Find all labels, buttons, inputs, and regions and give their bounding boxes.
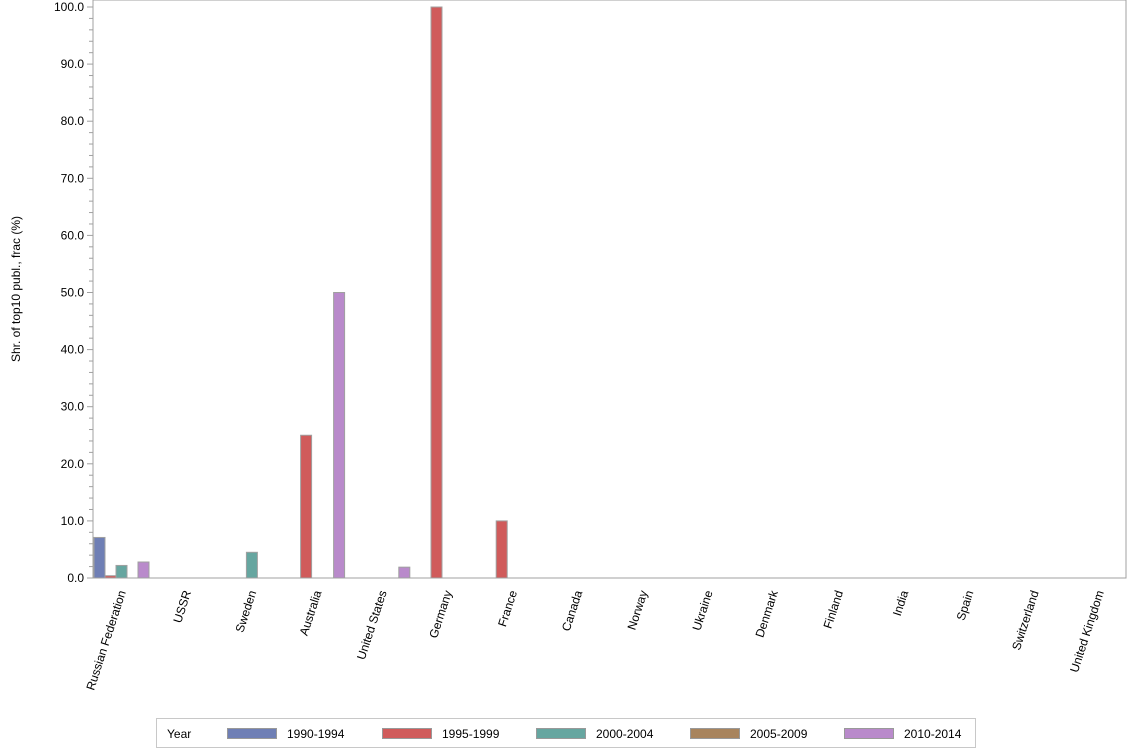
legend-title: Year bbox=[167, 727, 192, 741]
legend-swatch bbox=[690, 728, 740, 739]
bar bbox=[115, 564, 128, 579]
bars bbox=[93, 6, 508, 579]
bar bbox=[245, 551, 258, 579]
y-tick-label: 80.0 bbox=[61, 114, 85, 128]
x-axis-labels: Russian Federation USSR Sweden Australia Uni… bbox=[83, 588, 1106, 692]
x-tick-label: United States bbox=[354, 589, 390, 662]
y-tick-label: 50.0 bbox=[61, 286, 85, 300]
y-tick-label: 60.0 bbox=[61, 228, 85, 242]
x-tick-label: Ukraine bbox=[690, 588, 716, 632]
y-tick-label: 0.0 bbox=[67, 571, 84, 585]
legend-swatch bbox=[536, 728, 586, 739]
x-tick-label: France bbox=[495, 588, 520, 628]
bar bbox=[104, 575, 117, 579]
bar bbox=[137, 561, 150, 579]
plot-frame bbox=[92, 0, 1127, 579]
x-tick-label: Denmark bbox=[752, 588, 781, 640]
bar bbox=[300, 434, 313, 579]
legend: Year 1990-1994 1995-1999 2000-2004 2005-200… bbox=[156, 718, 976, 748]
bar bbox=[93, 536, 106, 579]
y-tick-label: 100.0 bbox=[54, 0, 84, 14]
x-tick-label: United Kingdom bbox=[1067, 589, 1107, 675]
y-tick-label: 20.0 bbox=[61, 457, 85, 471]
y-tick-label: 30.0 bbox=[61, 400, 85, 414]
legend-swatch bbox=[227, 728, 277, 739]
legend-label: 1990-1994 bbox=[287, 727, 345, 741]
y-tick-label: 10.0 bbox=[61, 514, 85, 528]
x-tick-label: Spain bbox=[954, 589, 977, 623]
legend-label: 2005-2009 bbox=[750, 727, 808, 741]
y-tick-label: 90.0 bbox=[61, 57, 85, 71]
x-tick-label: Norway bbox=[625, 589, 651, 632]
legend-label: 1995-1999 bbox=[442, 727, 500, 741]
bar bbox=[398, 566, 411, 579]
x-tick-label: Switzerland bbox=[1009, 589, 1041, 652]
legend-label: 2010-2014 bbox=[904, 727, 962, 741]
x-tick-label: USSR bbox=[170, 588, 194, 624]
x-tick-label: Germany bbox=[426, 589, 455, 640]
legend-swatch bbox=[382, 728, 432, 739]
x-tick-label: Canada bbox=[559, 588, 585, 633]
bar bbox=[495, 520, 508, 579]
y-axis-label: Shr. of top10 publ., frac (%) bbox=[9, 216, 23, 362]
y-axis: 0.0 10.0 20.0 30.0 40.0 50.0 60.0 70.0 80.0 90.0 1… bbox=[54, 0, 1126, 585]
x-tick-label: Russian Federation bbox=[83, 589, 128, 692]
y-tick-label: 70.0 bbox=[61, 171, 85, 185]
x-tick-label: Sweden bbox=[233, 589, 260, 635]
y-tick-label: 40.0 bbox=[61, 343, 85, 357]
x-tick-label: Australia bbox=[297, 588, 325, 637]
bar bbox=[430, 6, 443, 579]
legend-label: 2000-2004 bbox=[596, 727, 654, 741]
x-tick-label: Finland bbox=[821, 589, 846, 631]
bar bbox=[333, 292, 346, 579]
legend-swatch bbox=[844, 728, 894, 739]
x-tick-label: India bbox=[890, 588, 911, 617]
